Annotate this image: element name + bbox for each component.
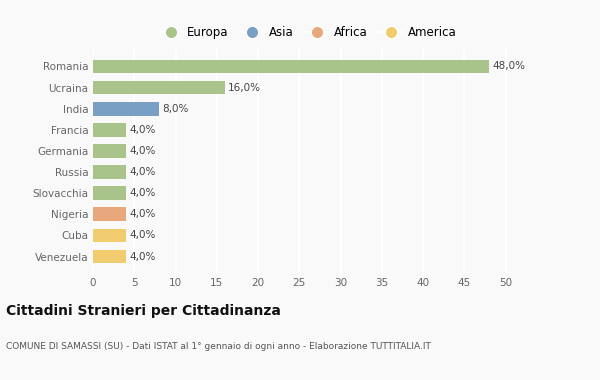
Text: 4,0%: 4,0% [130, 167, 155, 177]
Text: 4,0%: 4,0% [130, 209, 155, 219]
Bar [93, 123, 126, 137]
Text: 4,0%: 4,0% [130, 230, 155, 241]
Bar [93, 228, 126, 242]
Text: 4,0%: 4,0% [130, 188, 155, 198]
Bar [93, 186, 126, 200]
Text: 48,0%: 48,0% [493, 62, 526, 71]
Text: 8,0%: 8,0% [162, 104, 188, 114]
Legend: Europa, Asia, Africa, America: Europa, Asia, Africa, America [154, 22, 461, 44]
Text: 4,0%: 4,0% [130, 146, 155, 156]
Text: 4,0%: 4,0% [130, 252, 155, 261]
Text: 4,0%: 4,0% [130, 125, 155, 135]
Bar [93, 144, 126, 158]
Bar [93, 207, 126, 221]
Bar [93, 102, 159, 116]
Text: Cittadini Stranieri per Cittadinanza: Cittadini Stranieri per Cittadinanza [6, 304, 281, 318]
Bar [93, 250, 126, 263]
Text: 16,0%: 16,0% [228, 82, 261, 93]
Bar [93, 60, 489, 73]
Bar [93, 81, 225, 95]
Text: COMUNE DI SAMASSI (SU) - Dati ISTAT al 1° gennaio di ogni anno - Elaborazione TU: COMUNE DI SAMASSI (SU) - Dati ISTAT al 1… [6, 342, 431, 351]
Bar [93, 165, 126, 179]
